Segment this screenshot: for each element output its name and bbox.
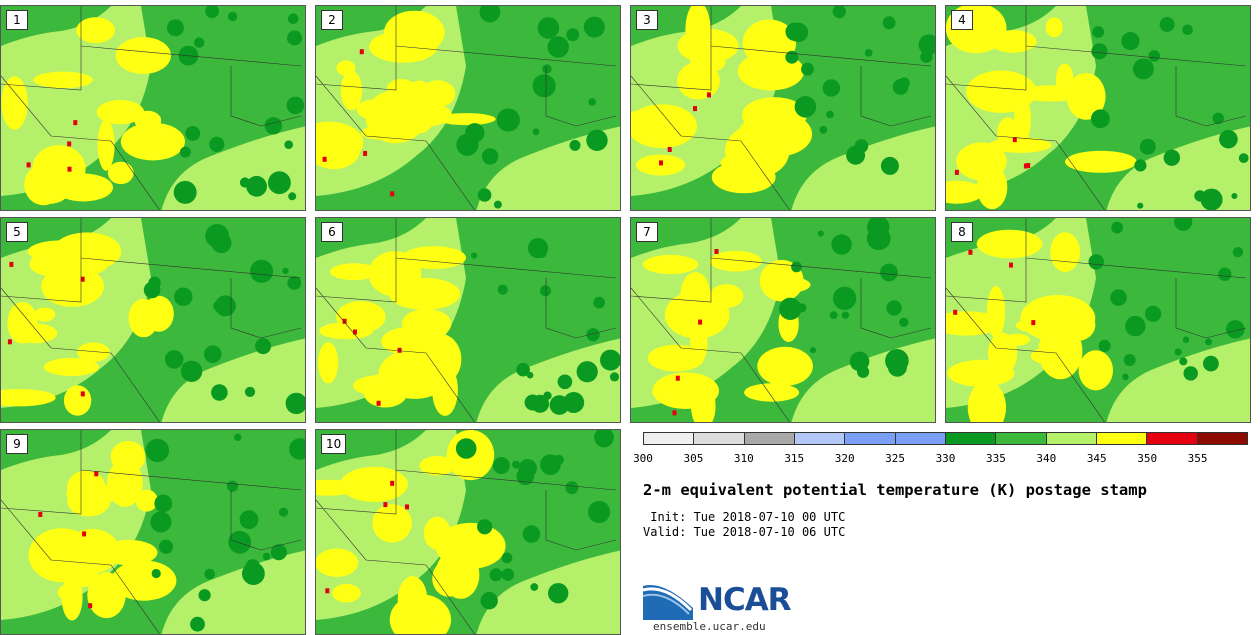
ensemble-member-panel: 5 [0,217,306,423]
colorbar-segment [694,433,745,444]
map-field [946,6,1250,210]
member-number-label: 3 [636,10,658,30]
ensemble-member-panel: 1 [0,5,306,211]
colorbar-segment [1096,433,1148,444]
init-time: Init: Tue 2018-07-10 00 UTC [643,510,846,524]
colorbar-tick-label: 340 [1036,452,1057,465]
map-field [631,6,935,210]
member-number-label: 5 [6,222,28,242]
map-field [316,430,620,634]
member-number-label: 8 [951,222,973,242]
member-number-label: 1 [6,10,28,30]
colorbar-ticks: 300 305 310 315 320 325 330 335 340 345 350 355 [633,452,1248,466]
member-number-label: 4 [951,10,973,30]
ensemble-member-panel: 4 [945,5,1251,211]
colorbar-segment [945,433,997,444]
plot-title: 2-m equivalent potential temperature (K)… [643,481,1147,499]
ensemble-member-panel: 10 [315,429,621,635]
ensemble-member-panel: 2 [315,5,621,211]
colorbar-segment [744,433,795,444]
colorbar-segment [895,433,946,444]
member-number-label: 2 [321,10,343,30]
member-number-label: 9 [6,434,28,454]
colorbar-segment [1197,433,1247,444]
member-number-label: 10 [321,434,347,454]
colorbar-tick-label: 315 [784,452,805,465]
ensemble-member-panel: 7 [630,217,936,423]
valid-time: Valid: Tue 2018-07-10 06 UTC [643,525,846,539]
colorbar-segment [845,433,896,444]
colorbar-tick-label: 310 [733,452,754,465]
colorbar-segment [996,433,1047,444]
colorbar-tick-label: 305 [683,452,704,465]
ensemble-member-panel: 3 [630,5,936,211]
colorbar-tick-label: 330 [935,452,956,465]
colorbar-segment [1046,433,1097,444]
colorbar-segment [794,433,846,444]
colorbar-tick-label: 320 [834,452,855,465]
colorbar-tick-label: 350 [1137,452,1158,465]
map-field [631,218,935,422]
map-field [946,218,1250,422]
colorbar-tick-label: 300 [633,452,653,465]
colorbar-tick-label: 325 [885,452,906,465]
ncar-logo-text: NCAR [698,582,792,618]
colorbar-tick-label: 345 [1086,452,1107,465]
ensemble-member-panel: 6 [315,217,621,423]
ncar-swoosh-icon [642,578,695,620]
colorbar [643,432,1248,445]
colorbar-tick-label: 335 [985,452,1006,465]
colorbar-segment [644,433,695,444]
ensemble-member-panel: 9 [0,429,306,635]
ensemble-url[interactable]: ensemble.ucar.edu [653,620,766,633]
map-field [316,218,620,422]
colorbar-segment [1147,433,1198,444]
map-field [1,430,305,634]
member-number-label: 7 [636,222,658,242]
colorbar-tick-label: 355 [1187,452,1208,465]
map-field [1,6,305,210]
map-field [316,6,620,210]
ensemble-member-panel: 8 [945,217,1251,423]
member-number-label: 6 [321,222,343,242]
map-field [1,218,305,422]
ncar-logo: NCAR [642,578,803,620]
